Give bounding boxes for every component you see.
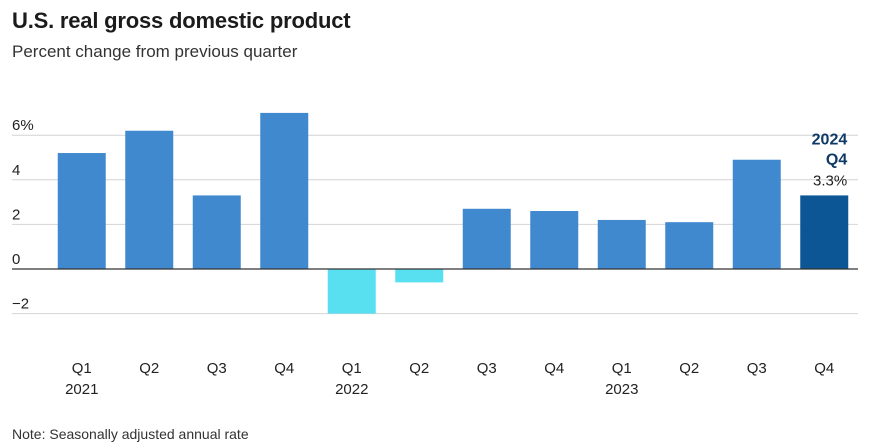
x-tick-label: Q4 [544, 360, 564, 377]
bar-4 [260, 112, 309, 270]
x-tick-label: Q4 [814, 360, 834, 377]
y-tick-label: 4 [12, 162, 20, 179]
highlight-quarter-label: Q4 [826, 151, 847, 168]
chart-subtitle: Percent change from previous quarter [12, 42, 298, 61]
y-tick-label: 2 [12, 206, 20, 223]
x-tick-label: Q2 [679, 360, 699, 377]
bar-1 [57, 153, 106, 269]
highlight-value-label: 3.3% [813, 172, 847, 189]
x-tick-label: Q3 [207, 360, 227, 377]
bar-5 [327, 269, 376, 314]
chart-note: Note: Seasonally adjusted annual rate [12, 426, 249, 442]
x-tick-label: Q2 [139, 360, 159, 377]
x-tick-label: Q1 [342, 360, 362, 377]
gdp-bar-chart: 6% 4 2 0 −2 Q1 Q2 Q3 Q4 Q1 Q2 Q3 Q4 Q1 Q2 Q3 Q4 2021 2022 2… [12, 112, 858, 398]
highlight-year-label: 2024 [812, 131, 848, 148]
bar-10 [665, 222, 714, 269]
year-label: 2023 [605, 381, 638, 398]
bar-2 [125, 130, 174, 269]
year-label: 2022 [335, 381, 368, 398]
x-tick-label: Q1 [612, 360, 632, 377]
y-tick-label: −2 [12, 296, 29, 313]
bar-7 [462, 208, 511, 269]
bar-8 [530, 211, 579, 269]
x-tick-label: Q3 [747, 360, 767, 377]
x-tick-label: Q4 [274, 360, 294, 377]
year-label: 2021 [65, 381, 98, 398]
chart-title: U.S. real gross domestic product [12, 8, 351, 33]
x-tick-label: Q2 [409, 360, 429, 377]
bar-9 [597, 219, 646, 269]
bar-6 [395, 269, 444, 283]
y-tick-label: 6% [12, 117, 34, 134]
bar-12 [800, 195, 849, 269]
y-tick-label: 0 [12, 251, 20, 268]
bar-3 [192, 195, 241, 269]
x-tick-label: Q3 [477, 360, 497, 377]
x-tick-label: Q1 [72, 360, 92, 377]
bar-11 [732, 159, 781, 269]
